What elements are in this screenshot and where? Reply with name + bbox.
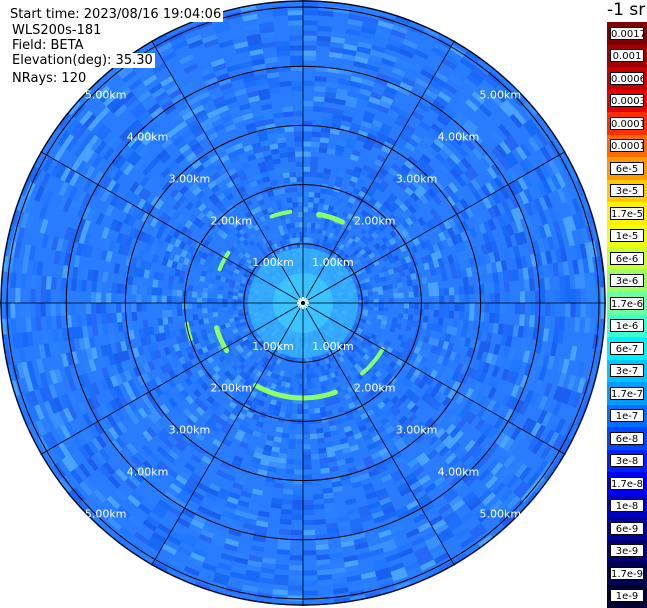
range-label: 3.00km — [169, 172, 211, 185]
colorbar-tick-label: 0.0006 — [610, 71, 644, 85]
colorbar-tick-label: 1.7e-9 — [610, 566, 644, 580]
range-label: 4.00km — [438, 465, 480, 478]
range-label: 2.00km — [211, 214, 253, 227]
colorbar-tick-label: 1.7e-8 — [610, 476, 644, 490]
colorbar-tick-label: 1e-9 — [610, 589, 644, 603]
range-label: 3.00km — [396, 424, 438, 437]
colorbar-unit: -1 sr — [607, 0, 646, 20]
range-label: 5.00km — [85, 507, 127, 520]
range-label: 5.00km — [480, 507, 522, 520]
colorbar-tick-label: 6e-7 — [610, 341, 644, 355]
colorbar-tick-label: 6e-6 — [610, 251, 644, 265]
azimuth-spoke — [151, 40, 304, 304]
colorbar-tick-label: 6e-9 — [610, 521, 644, 535]
instrument-label: WLS200s-181 — [10, 23, 104, 38]
colorbar-tick-label: 1e-8 — [610, 499, 644, 513]
azimuth-spoke — [302, 302, 455, 566]
colorbar-tick-label: 3e-8 — [610, 454, 644, 468]
azimuth-spoke — [302, 40, 455, 304]
range-label: 1.00km — [312, 340, 354, 353]
range-label: 5.00km — [85, 89, 127, 102]
azimuth-spoke — [302, 151, 566, 304]
range-label: 2.00km — [354, 214, 396, 227]
colorbar-tick-label: 3e-7 — [610, 364, 644, 378]
colorbar-tick-label: 3e-5 — [610, 184, 644, 198]
colorbar-tick-label: 0.001 — [610, 49, 644, 63]
colorbar-tick-label: 1.7e-7 — [610, 386, 644, 400]
colorbar-tick-label: 6e-5 — [610, 161, 644, 175]
range-label: 1.00km — [312, 256, 354, 269]
azimuth-spoke — [40, 302, 304, 455]
colorbar-tick-label: 1.7e-5 — [610, 206, 644, 220]
range-label: 1.00km — [252, 256, 294, 269]
colorbar-tick-label: 3e-9 — [610, 544, 644, 558]
colorbar-tick-label: 1.7e-6 — [610, 296, 644, 310]
colorbar-tick-label: 1e-6 — [610, 319, 644, 333]
azimuth-spoke — [40, 151, 304, 304]
range-label: 4.00km — [127, 465, 169, 478]
range-label: 5.00km — [480, 89, 522, 102]
field-label: Field: BETA — [10, 38, 86, 53]
colorbar: 0.0017 0.001 0.0006 0.0003 0.00017 0.0001 6e-5… — [607, 22, 647, 608]
colorbar-tick-label: 0.0003 — [610, 94, 644, 108]
colorbar-tick-label: 1e-5 — [610, 229, 644, 243]
radar-origin — [301, 301, 305, 305]
start-time-label: Start time: 2023/08/16 19:04:06 — [8, 7, 224, 22]
colorbar-tick-label: 0.0001 — [610, 139, 644, 153]
colorbar-tick-label: 1e-7 — [610, 409, 644, 423]
colorbar-tick-label: 6e-8 — [610, 431, 644, 445]
range-label: 2.00km — [211, 382, 253, 395]
range-label: 1.00km — [252, 340, 294, 353]
colorbar-tick-label: 3e-6 — [610, 274, 644, 288]
azimuth-spoke — [151, 302, 304, 566]
range-label: 2.00km — [354, 382, 396, 395]
polar-grid — [0, 0, 606, 606]
range-label: 3.00km — [169, 424, 211, 437]
range-label: 4.00km — [438, 131, 480, 144]
nrays-label: NRays: 120 — [12, 71, 87, 86]
elevation-label: Elevation(deg): 35.30 — [10, 53, 155, 68]
azimuth-spoke — [302, 302, 566, 455]
colorbar-tick-label: 0.0017 — [610, 26, 644, 40]
colorbar-tick-label: 0.00017 — [610, 116, 644, 130]
range-label: 3.00km — [396, 172, 438, 185]
range-labels: 5.00km 5.00km 4.00km 4.00km 3.00km 3.00km 2.00… — [85, 89, 521, 521]
range-label: 4.00km — [127, 131, 169, 144]
